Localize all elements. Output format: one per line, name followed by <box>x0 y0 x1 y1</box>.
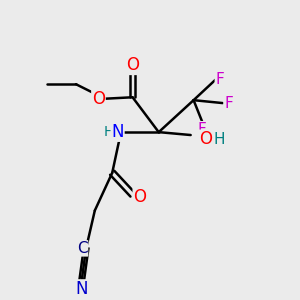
Text: N: N <box>111 123 124 141</box>
Text: C: C <box>77 241 88 256</box>
Text: O: O <box>126 56 139 74</box>
Text: O: O <box>92 90 105 108</box>
Text: H: H <box>103 124 114 139</box>
Text: F: F <box>224 96 233 111</box>
Text: O: O <box>133 188 146 206</box>
Text: O: O <box>199 130 212 148</box>
Text: F: F <box>215 72 224 87</box>
Text: F: F <box>198 122 207 137</box>
Text: N: N <box>76 280 88 298</box>
Text: H: H <box>214 132 226 147</box>
